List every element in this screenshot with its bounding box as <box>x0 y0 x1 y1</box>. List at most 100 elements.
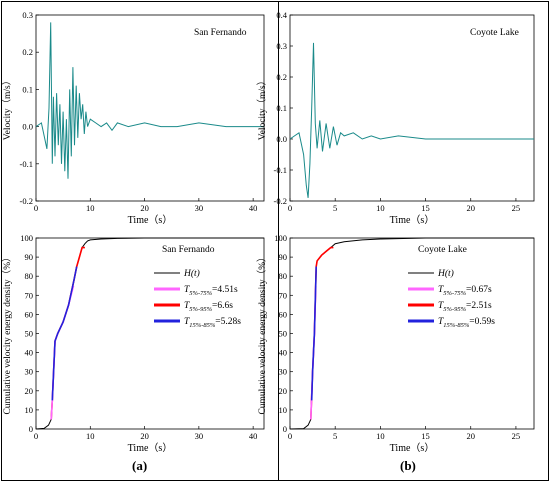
x-tick-label: 0 <box>34 203 38 213</box>
y-tick-label: 70 <box>25 290 34 300</box>
y-tick-label: 30 <box>279 367 288 377</box>
y-tick-label: -0.1 <box>274 165 287 175</box>
legend-symbol: T <box>438 285 444 295</box>
x-tick-label: 20 <box>140 203 149 213</box>
y-tick-label: 0 <box>29 424 33 434</box>
x-tick-label: 25 <box>512 203 521 213</box>
station-annotation: Coyote Lake <box>470 28 519 38</box>
y-tick-label: 20 <box>279 386 288 396</box>
chart-1: 0 10 20 30 40 -0.2 -0.1 0.0 0.1 0.2 0.3 Time（s） Velo… <box>1 10 265 226</box>
y-tick-label: -0.1 <box>20 159 33 169</box>
legend-value: =0.59s <box>469 317 495 327</box>
plot-frame <box>35 14 265 202</box>
x-tick-label: 5 <box>333 203 337 213</box>
y-tick-label: 90 <box>25 252 34 262</box>
legend-label: T5%-75%=4.51s <box>184 285 238 297</box>
legend-symbol: T <box>438 317 444 327</box>
y-tick-label: 100 <box>274 233 287 243</box>
legend-label: T15%-85%=5.28s <box>184 317 241 329</box>
y-tick-label: 0 <box>283 424 287 434</box>
y-tick-label: 0.4 <box>276 10 287 20</box>
x-tick-label: 10 <box>86 431 95 441</box>
legend-value: =0.67s <box>466 285 492 295</box>
y-axis-label: Cumulative velocity energy density（%） <box>1 252 13 414</box>
x-tick-label: 40 <box>249 203 258 213</box>
legend-value: =2.51s <box>466 301 492 311</box>
figure-divider <box>278 1 279 481</box>
y-tick-label: 0.3 <box>22 10 33 20</box>
x-axis-label: Time（s） <box>128 214 173 226</box>
x-tick-label: 25 <box>512 431 521 441</box>
series-line-H(t) <box>35 237 264 430</box>
y-tick-label: 10 <box>25 405 34 415</box>
x-tick-label: 30 <box>195 203 204 213</box>
y-axis-label: Velocity（m/s） <box>256 76 268 140</box>
plot-frame <box>289 237 535 430</box>
y-tick-label: 0.1 <box>22 84 33 94</box>
y-tick-label: -0.2 <box>20 196 33 206</box>
legend-label: T15%-85%=0.59s <box>438 317 495 329</box>
x-tick-label: 15 <box>421 203 430 213</box>
y-tick-label: 0.0 <box>22 122 33 132</box>
chart-4: 0 5 10 15 20 25 0 10 20 30 40 50 60 70 80 90 100 Time（s） C… <box>256 233 535 454</box>
legend-label: T5%-75%=0.67s <box>438 285 492 297</box>
y-tick-label: 30 <box>25 367 34 377</box>
y-axis-label: Velocity（m/s） <box>1 76 13 140</box>
legend-subscript: 5%-75% <box>443 290 466 297</box>
station-annotation: Coyote Lake <box>418 245 467 255</box>
legend-label: H(t) <box>437 268 454 279</box>
y-tick-label: 0.2 <box>276 72 287 82</box>
y-tick-label: 100 <box>20 233 33 243</box>
x-tick-label: 0 <box>34 431 38 441</box>
x-tick-label: 5 <box>333 431 337 441</box>
legend-symbol: T <box>184 285 190 295</box>
y-tick-label: 0.3 <box>276 41 287 51</box>
x-tick-label: 10 <box>86 203 95 213</box>
y-tick-label: 60 <box>25 309 34 319</box>
chart-2: 0 5 10 15 20 25 -0.2 -0.1 0.0 0.1 0.2 0.3 0.4 Time（s）… <box>256 10 535 226</box>
y-tick-label: 90 <box>279 252 288 262</box>
y-axis-label: Cumulative velocity energy density（%） <box>256 252 268 414</box>
plot-frame <box>289 14 535 202</box>
legend-subscript: 15%-85% <box>189 322 216 329</box>
y-tick-label: 10 <box>279 405 288 415</box>
legend-symbol: T <box>184 301 190 311</box>
legend-symbol: T <box>184 317 190 327</box>
legend-label: T5%-95%=2.51s <box>438 301 492 313</box>
station-annotation: San Fernando <box>162 245 215 255</box>
series-line-T15-85 <box>310 266 317 401</box>
station-annotation: San Fernando <box>194 28 247 38</box>
series-line-T5-95 <box>50 246 85 420</box>
y-tick-label: 80 <box>279 271 288 281</box>
legend-label: H(t) <box>183 268 200 279</box>
legend-subscript: 5%-95% <box>189 306 212 313</box>
series-line-H(t) <box>289 237 534 430</box>
y-tick-label: 0.1 <box>276 103 287 113</box>
y-tick-label: 70 <box>279 290 288 300</box>
legend-value: =4.51s <box>212 285 238 295</box>
y-tick-label: 50 <box>279 329 288 339</box>
y-tick-label: 20 <box>25 386 34 396</box>
legend-subscript: 5%-95% <box>443 306 466 313</box>
y-tick-label: -0.2 <box>274 196 287 206</box>
y-tick-label: 60 <box>279 309 288 319</box>
y-tick-label: 40 <box>25 348 34 358</box>
y-tick-label: 80 <box>25 271 34 281</box>
series-line-T15-85 <box>51 266 78 401</box>
x-tick-label: 0 <box>288 431 292 441</box>
x-tick-label: 10 <box>376 431 385 441</box>
x-tick-label: 15 <box>421 431 430 441</box>
x-tick-label: 30 <box>195 431 204 441</box>
x-axis-label: Time（s） <box>128 442 173 454</box>
plot-frame <box>35 237 265 430</box>
y-tick-label: 40 <box>279 348 288 358</box>
legend-value: =6.6s <box>212 301 233 311</box>
y-tick-label: 0.2 <box>22 47 33 57</box>
legend-label: T5%-95%=6.6s <box>184 301 233 313</box>
panel-label-b: (b) <box>400 458 416 473</box>
x-tick-label: 40 <box>249 431 258 441</box>
y-tick-label: 50 <box>25 329 34 339</box>
legend-subscript: 5%-75% <box>189 290 212 297</box>
legend-subscript: 15%-85% <box>443 322 470 329</box>
